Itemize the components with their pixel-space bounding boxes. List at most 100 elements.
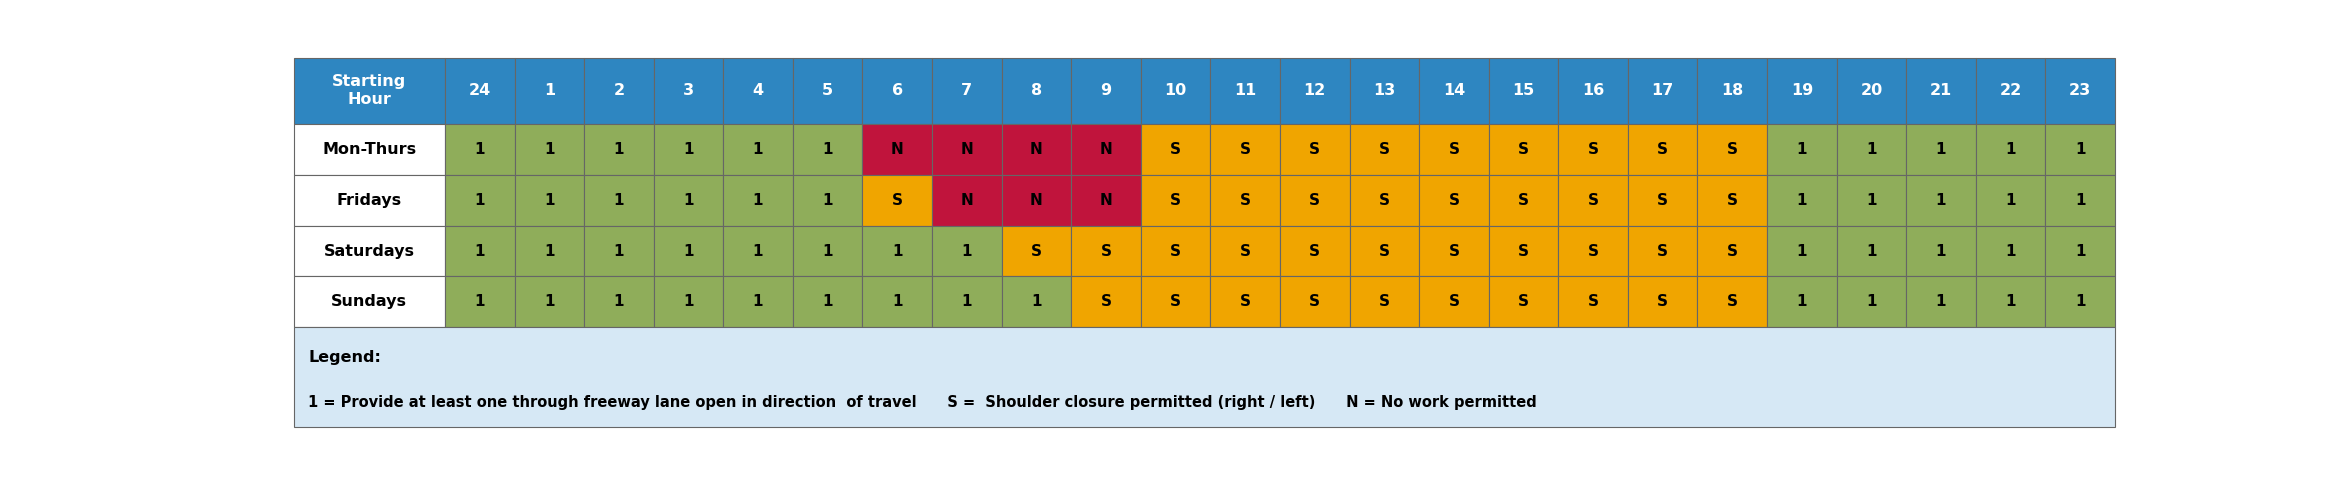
Bar [792, 226, 862, 276]
Text: 1: 1 [752, 294, 764, 310]
Text: 12: 12 [1304, 83, 1325, 98]
Bar [724, 226, 792, 276]
Text: S: S [1379, 142, 1389, 156]
Bar [1838, 124, 1906, 175]
Bar [1629, 124, 1697, 175]
Text: 1: 1 [2005, 192, 2016, 207]
Bar [1072, 58, 1140, 124]
Text: S: S [1170, 294, 1182, 310]
Bar [1767, 226, 1838, 276]
Text: S: S [1657, 243, 1668, 259]
Bar [1281, 175, 1349, 226]
Bar [1558, 58, 1629, 124]
Text: 1: 1 [2075, 142, 2084, 156]
Bar [933, 175, 1001, 226]
Text: 1: 1 [2075, 294, 2084, 310]
Text: 1: 1 [545, 142, 555, 156]
Bar [2044, 58, 2115, 124]
Text: 19: 19 [1791, 83, 1812, 98]
Bar [1281, 226, 1349, 276]
Text: S: S [1657, 192, 1668, 207]
Bar [1629, 276, 1697, 327]
Text: S: S [1518, 243, 1530, 259]
Bar [1906, 58, 1976, 124]
Bar [294, 124, 444, 175]
Text: S: S [1309, 192, 1321, 207]
Bar [444, 58, 515, 124]
Bar [444, 226, 515, 276]
Bar [1488, 58, 1558, 124]
Text: 1: 1 [475, 192, 484, 207]
Text: 1: 1 [752, 243, 764, 259]
Bar [294, 276, 444, 327]
Bar [1906, 175, 1976, 226]
Bar [1488, 175, 1558, 226]
Text: S: S [1241, 142, 1250, 156]
Bar [1349, 58, 1419, 124]
Bar [444, 175, 515, 226]
Bar [1697, 124, 1767, 175]
Bar [294, 327, 2115, 427]
Text: 18: 18 [1720, 83, 1744, 98]
Text: 1: 1 [893, 243, 902, 259]
Text: 1: 1 [822, 243, 832, 259]
Bar [1281, 124, 1349, 175]
Text: 1: 1 [684, 243, 693, 259]
Text: S: S [1448, 294, 1459, 310]
Bar [1349, 124, 1419, 175]
Bar [1210, 226, 1281, 276]
Text: 4: 4 [752, 83, 764, 98]
Text: 1: 1 [822, 142, 832, 156]
Text: S: S [1657, 142, 1668, 156]
Text: 7: 7 [961, 83, 973, 98]
Bar [653, 276, 724, 327]
Text: S: S [1241, 294, 1250, 310]
Bar [933, 124, 1001, 175]
Bar [653, 175, 724, 226]
Text: 1: 1 [613, 243, 625, 259]
Text: 5: 5 [822, 83, 834, 98]
Text: S: S [1589, 294, 1598, 310]
Text: N: N [1100, 142, 1112, 156]
Bar [1419, 276, 1488, 327]
Text: 1: 1 [543, 83, 555, 98]
Bar [1349, 175, 1419, 226]
Text: Legend:: Legend: [308, 350, 381, 365]
Text: 14: 14 [1443, 83, 1464, 98]
Bar [515, 226, 585, 276]
Bar [1976, 276, 2044, 327]
Bar [1281, 276, 1349, 327]
Bar [1001, 226, 1072, 276]
Bar [1140, 226, 1210, 276]
Text: 3: 3 [684, 83, 693, 98]
Text: 24: 24 [468, 83, 491, 98]
Bar [1976, 124, 2044, 175]
Text: 1: 1 [822, 192, 832, 207]
Text: 1: 1 [893, 294, 902, 310]
Bar [585, 175, 653, 226]
Text: 1: 1 [1866, 294, 1878, 310]
Bar [1140, 175, 1210, 226]
Text: S: S [1727, 243, 1737, 259]
Text: 1: 1 [822, 294, 832, 310]
Text: S: S [1100, 243, 1112, 259]
Bar [1558, 124, 1629, 175]
Text: 1: 1 [1866, 243, 1878, 259]
Bar [1140, 276, 1210, 327]
Text: S: S [1518, 192, 1530, 207]
Text: 1: 1 [752, 192, 764, 207]
Text: 1: 1 [1936, 192, 1946, 207]
Bar [933, 226, 1001, 276]
Text: 1: 1 [684, 294, 693, 310]
Bar [1001, 58, 1072, 124]
Text: Saturdays: Saturdays [324, 243, 416, 259]
Text: 1: 1 [2075, 192, 2084, 207]
Bar [1976, 175, 2044, 226]
Text: N: N [961, 192, 973, 207]
Bar [1488, 124, 1558, 175]
Bar [653, 58, 724, 124]
Bar [1767, 276, 1838, 327]
Text: 1: 1 [475, 243, 484, 259]
Bar [1629, 175, 1697, 226]
Text: 1: 1 [1798, 142, 1807, 156]
